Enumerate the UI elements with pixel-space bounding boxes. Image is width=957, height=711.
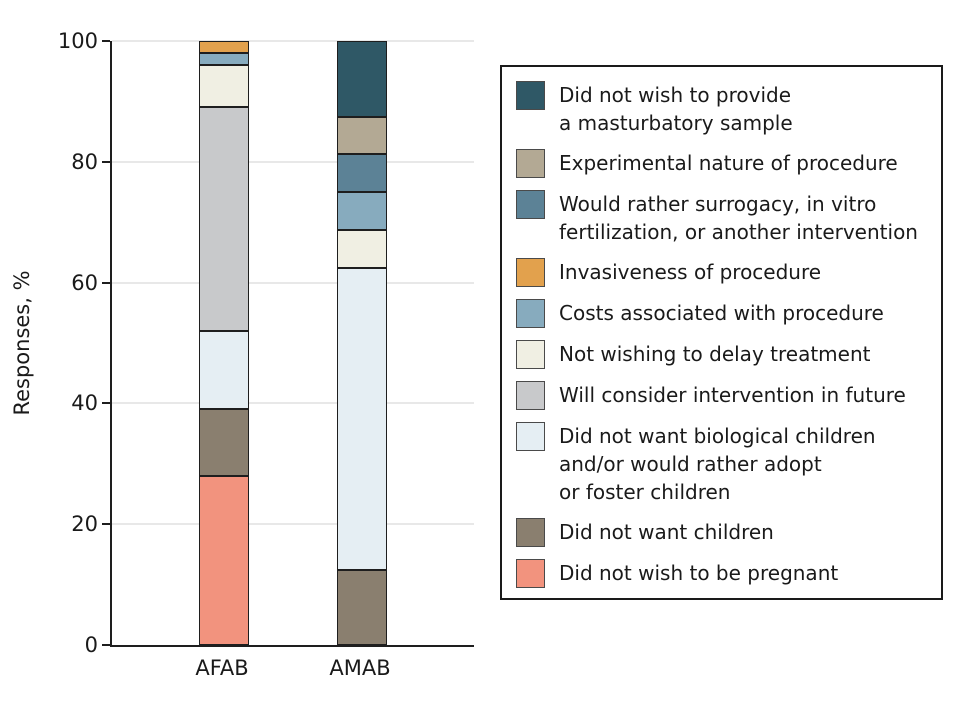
legend-item: Did not wish to be pregnant [516,559,927,588]
legend-label: Did not want children [559,520,774,544]
y-tick-label: 60 [71,270,98,295]
legend: Did not wish to provide a masturbatory s… [500,65,943,600]
legend-item: Would rather surrogacy, in vitro fertili… [516,190,927,246]
legend-swatch [516,340,545,369]
legend-item: Costs associated with procedure [516,299,927,328]
x-category-label: AMAB [329,656,391,680]
y-tick-mark [102,644,110,646]
legend-swatch [516,559,545,588]
legend-label: Experimental nature of procedure [559,151,898,175]
bar-segment [199,330,249,410]
legend-swatch [516,81,545,110]
bar-segment [337,229,387,268]
bar-segment [337,267,387,570]
bar-segment [337,154,387,192]
legend-item: Invasiveness of procedure [516,258,927,287]
legend-label: Did not want biological children and/or … [559,424,876,504]
bar-amab [337,41,387,645]
bar-segment [199,107,249,331]
y-tick-label: 80 [71,149,98,174]
legend-swatch [516,518,545,547]
legend-item: Not wishing to delay treatment [516,340,927,369]
bar-segment [199,65,249,108]
legend-swatch [516,258,545,287]
y-tick-mark [102,160,110,163]
bar-segment [337,41,387,117]
y-tick-label: 40 [71,391,98,416]
legend-swatch [516,190,545,219]
legend-swatch [516,422,545,451]
gridline [112,160,474,163]
legend-swatch [516,381,545,410]
bar-segment [199,409,249,476]
y-tick-mark [102,523,110,526]
bar-afab [199,41,249,645]
bar-segment [337,192,387,230]
bar-segment [199,53,249,66]
y-tick-mark [102,40,110,42]
y-tick-mark [102,402,110,405]
legend-item: Did not want children [516,518,927,547]
bar-segment [337,569,387,645]
legend-item: Experimental nature of procedure [516,149,927,178]
bar-segment [199,475,249,645]
legend-label: Not wishing to delay treatment [559,342,871,366]
legend-item: Will consider intervention in future [516,381,927,410]
legend-label: Costs associated with procedure [559,301,884,325]
legend-item: Did not want biological children and/or … [516,422,927,506]
gridline [112,402,474,405]
y-tick-mark [102,281,110,284]
legend-label: Will consider intervention in future [559,383,906,407]
gridline [112,40,474,42]
legend-label: Would rather surrogacy, in vitro fertili… [559,192,918,244]
legend-swatch [516,299,545,328]
bar-segment [199,41,249,54]
bar-segment [337,116,387,155]
legend-label: Invasiveness of procedure [559,260,822,284]
gridline [112,281,474,284]
x-category-label: AFAB [195,656,249,680]
y-tick-label: 20 [71,512,98,537]
gridline [112,523,474,526]
legend-label: Did not wish to be pregnant [559,561,839,585]
legend-label: Did not wish to provide a masturbatory s… [559,83,793,135]
plot-area: 0 20 40 60 80 100 [58,29,474,657]
legend-swatch [516,149,545,178]
y-axis-title: Responses, % [10,270,34,416]
y-tick-label: 0 [84,633,98,657]
y-tick-label: 100 [57,29,98,53]
legend-item: Did not wish to provide a masturbatory s… [516,81,927,137]
